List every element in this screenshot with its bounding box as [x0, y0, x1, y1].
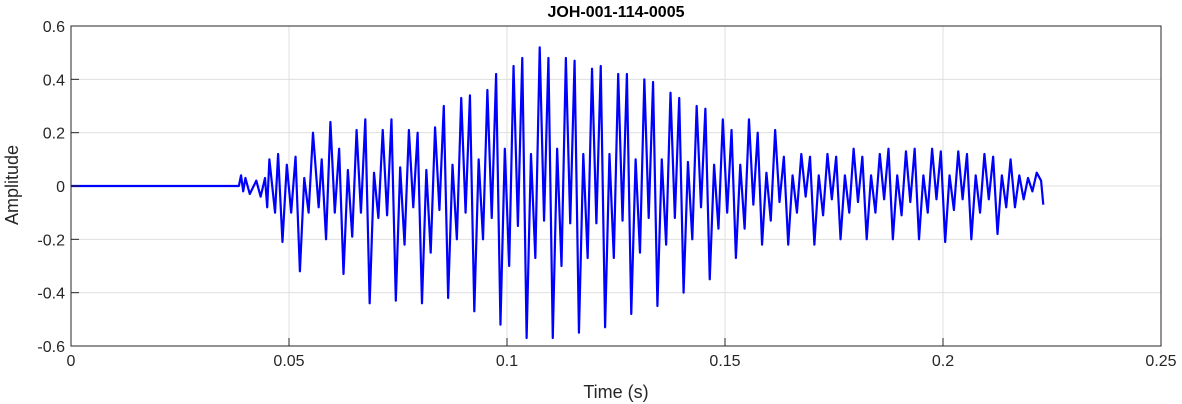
x-tick-label: 0	[67, 353, 76, 370]
x-axis-label: Time (s)	[583, 382, 648, 402]
waveform-line	[71, 46, 1045, 340]
y-axis-ticks: -0.6 -0.4 -0.2 0 0.2 0.4 0.6	[37, 19, 79, 356]
x-tick-label: 0.15	[709, 353, 740, 370]
x-tick-label: 0.2	[932, 353, 954, 370]
plot-area	[71, 46, 1045, 340]
y-tick-label: -0.6	[37, 339, 65, 356]
x-tick-label: 0.1	[496, 353, 518, 370]
x-tick-label: 0.05	[273, 353, 304, 370]
y-tick-label: 0.6	[43, 19, 65, 36]
y-tick-label: 0.2	[43, 126, 65, 143]
x-axis-ticks: 0 0.05 0.1 0.15 0.2 0.25	[67, 338, 1177, 370]
y-tick-label: -0.4	[37, 286, 65, 303]
y-tick-label: -0.2	[37, 232, 65, 249]
y-tick-label: 0	[56, 179, 65, 196]
y-tick-label: 0.4	[43, 72, 65, 89]
y-axis-label: Amplitude	[2, 145, 22, 225]
x-tick-label: 0.25	[1145, 353, 1176, 370]
chart-title: JOH-001-114-0005	[548, 4, 685, 21]
